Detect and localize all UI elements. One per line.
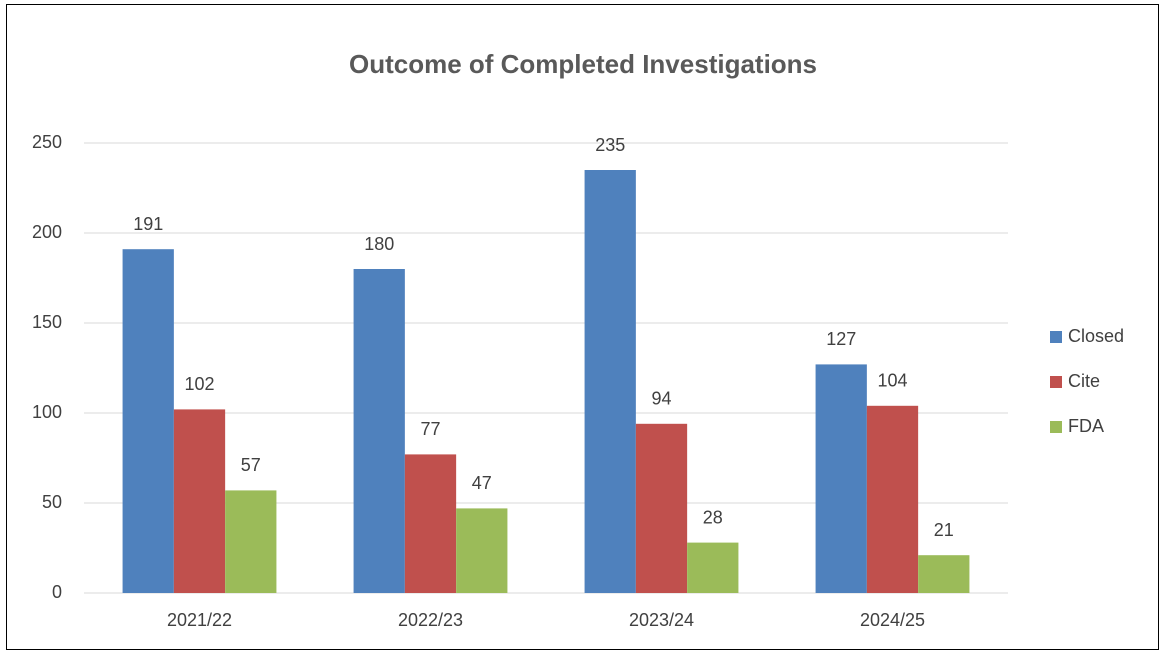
bar [404, 454, 457, 593]
bar [353, 269, 405, 593]
data-label: 28 [703, 507, 723, 527]
y-tick-label: 100 [32, 402, 62, 422]
data-label: 102 [184, 374, 214, 394]
data-label: 180 [364, 234, 394, 254]
x-tick-label: 2022/23 [398, 610, 463, 630]
y-tick-label: 250 [32, 132, 62, 152]
data-label: 47 [472, 473, 492, 493]
x-tick-label: 2021/22 [167, 610, 232, 630]
legend-label: FDA [1068, 416, 1104, 436]
chart-title: Outcome of Completed Investigations [349, 49, 817, 79]
y-tick-label: 50 [42, 492, 62, 512]
data-label: 21 [934, 520, 954, 540]
legend-swatch [1050, 376, 1062, 388]
bar [918, 555, 970, 593]
bar [866, 405, 919, 593]
x-tick-label: 2024/25 [860, 610, 925, 630]
y-tick-label: 0 [52, 582, 62, 602]
y-tick-label: 200 [32, 222, 62, 242]
data-label: 94 [651, 389, 671, 409]
legend-label: Closed [1068, 326, 1124, 346]
data-label: 77 [420, 419, 440, 439]
bar [122, 249, 174, 593]
bar [173, 409, 226, 593]
data-label: 235 [595, 135, 625, 155]
bar [456, 508, 508, 593]
data-label: 191 [133, 214, 163, 234]
y-tick-label: 150 [32, 312, 62, 332]
x-tick-label: 2023/24 [629, 610, 694, 630]
legend-label: Cite [1068, 371, 1100, 391]
bar [225, 490, 277, 593]
data-label: 57 [241, 455, 261, 475]
legend-swatch [1050, 331, 1062, 343]
bar [815, 364, 867, 593]
data-label: 127 [826, 329, 856, 349]
bar [687, 542, 739, 593]
data-label: 104 [877, 371, 907, 391]
legend-swatch [1050, 421, 1062, 433]
bar [635, 423, 688, 593]
bar [584, 170, 636, 593]
